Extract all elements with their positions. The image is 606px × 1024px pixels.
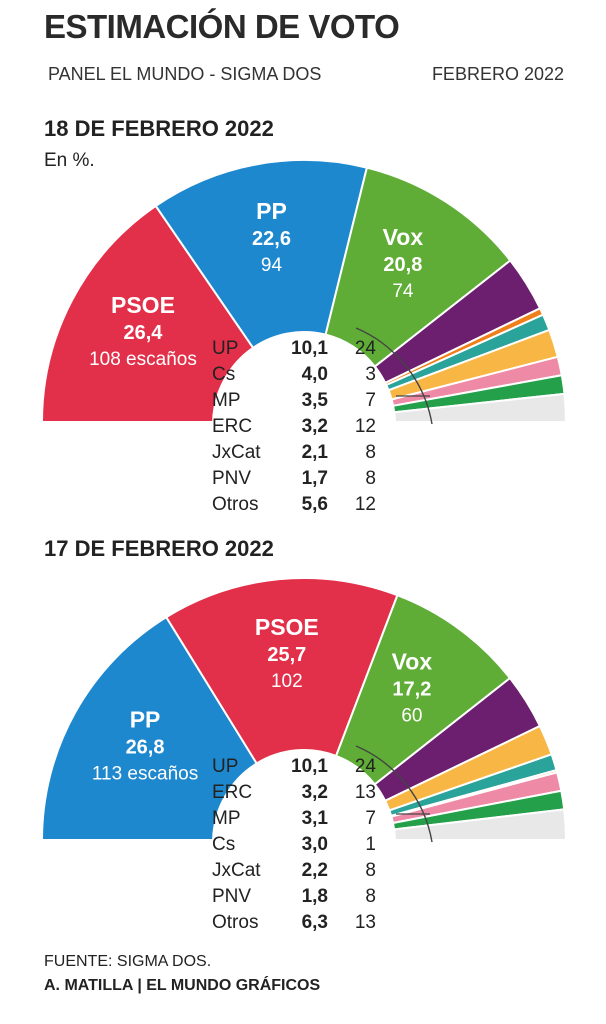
label-pp-seats: 94 (261, 255, 283, 276)
row-up-name: UP (212, 756, 238, 777)
label-psoe-seats: 108 escaños (89, 349, 197, 370)
source-note: FUENTE: SIGMA DOS. (44, 953, 212, 970)
row-cs-seats: 3 (365, 364, 376, 385)
row-cs-pct: 4,0 (302, 364, 328, 385)
chart-2-title: 17 DE FEBRERO 2022 (44, 536, 274, 561)
row-pnv-seats: 8 (365, 886, 376, 907)
label-vox-seats: 74 (392, 281, 414, 302)
chart-1-hemicycle: PSOE 26,4 108 escaños PP 22,6 94 Vox 20,8 74 UP 10… (40, 159, 568, 522)
label-vox-pct: 20,8 (383, 254, 422, 276)
row-otros-seats: 13 (355, 912, 376, 933)
row-erc-pct: 3,2 (302, 782, 328, 803)
row-cs-seats: 1 (365, 834, 376, 855)
table-panel (212, 750, 396, 940)
row-otros-name: Otros (212, 494, 258, 515)
row-cs-pct: 3,0 (302, 834, 328, 855)
label-psoe-seats: 102 (271, 671, 303, 692)
label-pp-name: PP (256, 198, 287, 224)
row-up-seats: 24 (355, 338, 377, 359)
row-pnv-pct: 1,7 (302, 468, 328, 489)
row-jxcat-seats: 8 (365, 860, 376, 881)
row-mp-pct: 3,5 (302, 390, 329, 411)
row-cs-name: Cs (212, 364, 235, 385)
chart-1-title: 18 DE FEBRERO 2022 (44, 116, 274, 141)
row-mp-name: MP (212, 390, 241, 411)
row-mp-name: MP (212, 808, 241, 829)
unit-label: En %. (44, 150, 95, 171)
bracket-arc (355, 327, 433, 425)
chart-2-hemicycle: PP 26,8 113 escaños PSOE 25,7 102 Vox 17,2 60 UP 1… (40, 577, 568, 940)
label-pp-pct: 26,8 (126, 736, 165, 758)
row-jxcat-pct: 2,2 (302, 860, 328, 881)
row-mp-pct: 3,1 (302, 808, 329, 829)
row-erc-name: ERC (212, 782, 252, 803)
row-erc-name: ERC (212, 416, 252, 437)
page-date: FEBRERO 2022 (431, 64, 564, 84)
table-panel (212, 332, 396, 522)
row-otros-name: Otros (212, 912, 258, 933)
row-erc-pct: 3,2 (302, 416, 328, 437)
row-pnv-seats: 8 (365, 468, 376, 489)
label-vox-pct: 17,2 (392, 678, 431, 700)
label-psoe-name: PSOE (255, 614, 319, 640)
page-title: ESTIMACIÓN DE VOTO (44, 8, 400, 45)
row-otros-seats: 12 (355, 494, 376, 515)
label-vox-seats: 60 (401, 705, 422, 726)
label-pp-seats: 113 escaños (92, 763, 198, 784)
credit-note: A. MATILLA | EL MUNDO GRÁFICOS (44, 977, 321, 994)
label-pp-name: PP (130, 706, 161, 732)
page-subtitle: PANEL EL MUNDO - SIGMA DOS (48, 64, 322, 84)
row-jxcat-name: JxCat (212, 860, 261, 881)
label-psoe-pct: 26,4 (123, 322, 163, 344)
row-pnv-name: PNV (212, 468, 251, 489)
row-mp-seats: 7 (365, 390, 376, 411)
row-jxcat-pct: 2,1 (302, 442, 329, 463)
label-vox-name: Vox (383, 224, 424, 250)
row-otros-pct: 5,6 (302, 494, 328, 515)
bracket-arc (355, 745, 433, 843)
label-psoe-name: PSOE (111, 292, 175, 318)
row-mp-seats: 7 (365, 808, 376, 829)
row-cs-name: Cs (212, 834, 235, 855)
row-pnv-pct: 1,8 (302, 886, 328, 907)
label-psoe-pct: 25,7 (267, 644, 306, 666)
row-erc-seats: 13 (355, 782, 376, 803)
row-erc-seats: 12 (355, 416, 376, 437)
row-up-seats: 24 (355, 756, 377, 777)
label-vox-name: Vox (392, 648, 433, 674)
row-jxcat-seats: 8 (365, 442, 376, 463)
label-pp-pct: 22,6 (252, 228, 291, 250)
row-up-pct: 10,1 (291, 756, 328, 777)
row-up-name: UP (212, 338, 238, 359)
row-otros-pct: 6,3 (302, 912, 328, 933)
row-up-pct: 10,1 (291, 338, 328, 359)
row-jxcat-name: JxCat (212, 442, 261, 463)
row-pnv-name: PNV (212, 886, 251, 907)
